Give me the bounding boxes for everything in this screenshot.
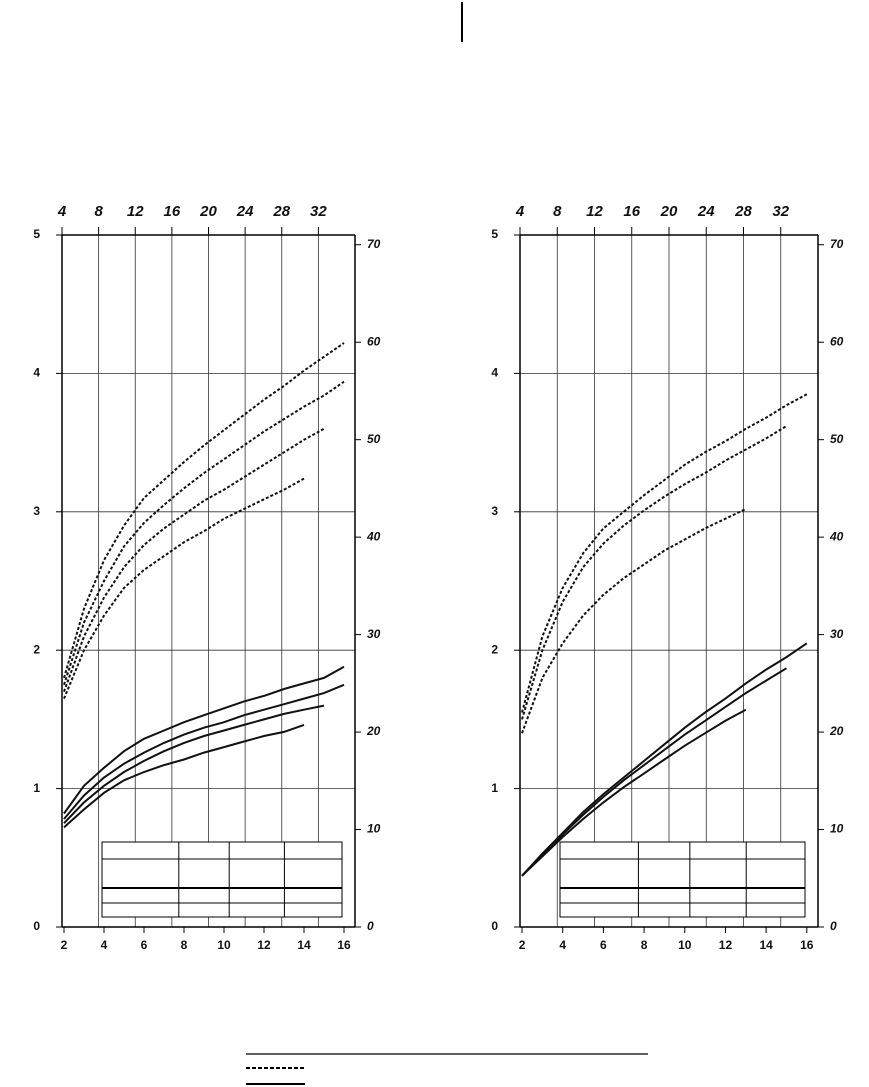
- x-tick-label: 14: [297, 938, 311, 952]
- x2-tick-label: 32: [310, 203, 327, 220]
- y2-tick-label: 20: [829, 724, 844, 738]
- series-line: [521, 425, 788, 720]
- series-line: [63, 380, 345, 686]
- x-tick-label: 10: [217, 938, 231, 952]
- x-tick-label: 12: [719, 938, 733, 952]
- x-tick-label: 4: [559, 938, 566, 952]
- series-line: [521, 508, 747, 734]
- x-tick-label: 8: [641, 938, 648, 952]
- x2-tick-label: 24: [697, 203, 715, 220]
- legend: [246, 1053, 648, 1085]
- x-tick-label: 16: [337, 938, 351, 952]
- series-line: [63, 665, 345, 815]
- y-tick-label: 1: [33, 781, 40, 795]
- y2-tick-label: 10: [830, 822, 844, 836]
- x-tick-label: 12: [257, 938, 271, 952]
- y2-tick-label: 0: [367, 919, 374, 933]
- y2-tick-label: 40: [829, 529, 844, 543]
- y-tick-label: 0: [491, 919, 498, 933]
- x2-tick-label: 28: [734, 203, 752, 220]
- y-tick-label: 2: [491, 642, 498, 656]
- y-tick-label: 5: [491, 227, 498, 241]
- y-tick-label: 5: [33, 227, 40, 241]
- y2-tick-label: 70: [367, 237, 381, 251]
- table-box: [101, 841, 343, 918]
- x2-tick-label: 20: [199, 203, 217, 220]
- y2-tick-label: 50: [367, 432, 381, 446]
- x2-tick-label: 32: [772, 203, 789, 220]
- y-tick-label: 4: [491, 366, 498, 380]
- series-line: [63, 427, 325, 693]
- chart: 2 4 6 8 10 12 14 164 8 12 16 20 24 28 3201234501020304…: [33, 203, 380, 952]
- table-box: [559, 841, 806, 918]
- y2-tick-label: 40: [366, 529, 381, 543]
- y-tick-label: 0: [33, 919, 40, 933]
- x2-tick-label: 8: [94, 203, 103, 220]
- y-tick-label: 3: [491, 504, 498, 518]
- x2-tick-label: 16: [164, 203, 181, 220]
- x2-tick-label: 4: [515, 203, 525, 220]
- y2-tick-label: 30: [367, 627, 381, 641]
- y-tick-label: 1: [491, 781, 498, 795]
- y2-tick-label: 60: [367, 334, 381, 348]
- x-tick-label: 6: [141, 938, 148, 952]
- y2-tick-label: 0: [830, 919, 837, 933]
- y2-tick-label: 70: [830, 237, 844, 251]
- x-tick-label: 10: [678, 938, 692, 952]
- x-tick-label: 2: [519, 938, 526, 952]
- y2-tick-label: 50: [830, 432, 844, 446]
- chart: 2 4 6 8 10 12 14 164 8 12 16 20 24 28 3201234501020304…: [491, 203, 843, 952]
- x-tick-label: 6: [600, 938, 607, 952]
- x2-tick-label: 12: [127, 203, 144, 220]
- x2-tick-label: 4: [57, 203, 67, 220]
- y2-tick-label: 10: [367, 822, 381, 836]
- series-line: [63, 683, 345, 820]
- series-line: [521, 393, 808, 713]
- x2-tick-label: 24: [236, 203, 254, 220]
- series-line: [521, 708, 747, 877]
- series-line: [521, 642, 808, 877]
- x2-tick-label: 20: [660, 203, 678, 220]
- y-tick-label: 4: [33, 366, 40, 380]
- series-line: [63, 723, 305, 829]
- x-tick-label: 2: [61, 938, 68, 952]
- series-line: [521, 667, 788, 877]
- y2-tick-label: 20: [366, 724, 381, 738]
- y-tick-label: 3: [33, 504, 40, 518]
- y-tick-label: 2: [33, 642, 40, 656]
- y2-tick-label: 30: [830, 627, 844, 641]
- x2-tick-label: 28: [272, 203, 290, 220]
- x2-tick-label: 12: [586, 203, 603, 220]
- x-tick-label: 16: [800, 938, 814, 952]
- x-tick-label: 4: [101, 938, 108, 952]
- x2-tick-label: 8: [553, 203, 562, 220]
- y2-tick-label: 60: [830, 334, 844, 348]
- x-tick-label: 14: [759, 938, 773, 952]
- series-line: [63, 477, 305, 699]
- x2-tick-label: 16: [623, 203, 640, 220]
- series-line: [63, 704, 325, 824]
- series-line: [63, 342, 345, 679]
- x-tick-label: 8: [181, 938, 188, 952]
